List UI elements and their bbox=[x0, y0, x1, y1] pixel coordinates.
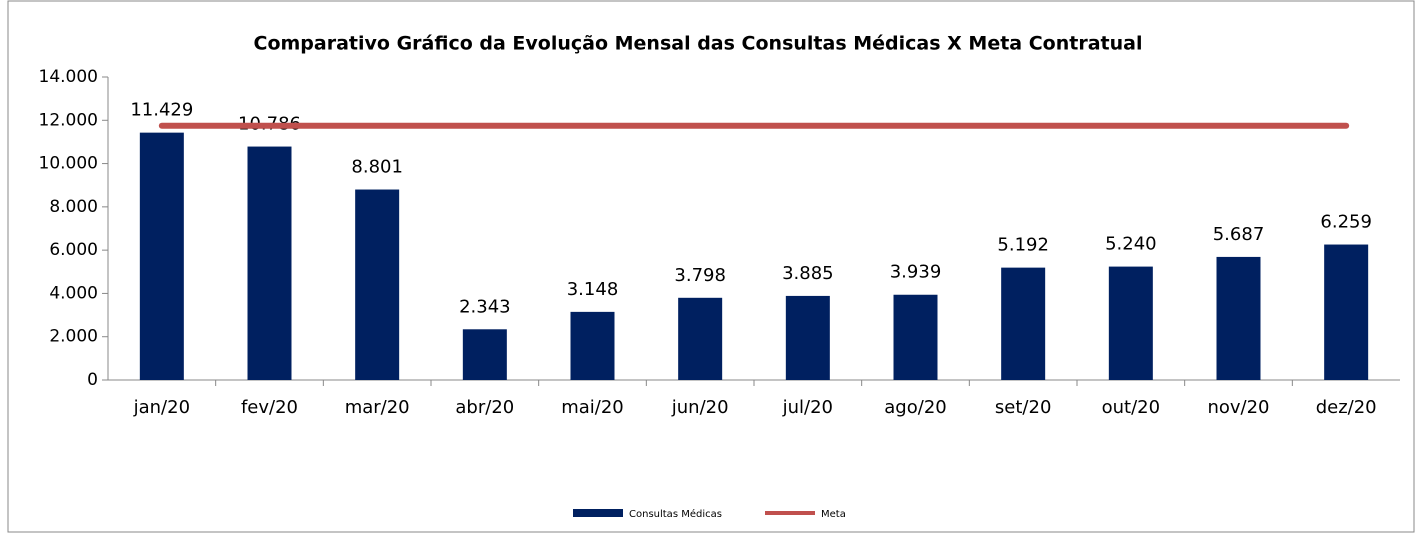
data-label: 3.885 bbox=[782, 263, 834, 284]
y-tick-label: 4.000 bbox=[49, 283, 98, 303]
data-label: 3.148 bbox=[567, 279, 619, 300]
data-label: 5.687 bbox=[1213, 224, 1265, 245]
bar bbox=[1001, 267, 1046, 380]
x-tick-label: ago/20 bbox=[884, 397, 946, 418]
x-tick-label: mai/20 bbox=[561, 397, 624, 418]
bar bbox=[893, 294, 938, 380]
bar bbox=[139, 132, 184, 380]
bar bbox=[1216, 256, 1261, 380]
x-tick-label: jun/20 bbox=[671, 397, 729, 418]
bar bbox=[1324, 244, 1369, 380]
x-tick-label: mar/20 bbox=[345, 397, 410, 418]
x-tick-label: nov/20 bbox=[1207, 397, 1269, 418]
x-tick-label: out/20 bbox=[1102, 397, 1160, 418]
data-label: 6.259 bbox=[1320, 212, 1372, 233]
bar bbox=[462, 329, 507, 380]
y-tick-label: 6.000 bbox=[49, 240, 98, 260]
data-label: 5.192 bbox=[997, 235, 1049, 256]
x-tick-label: set/20 bbox=[995, 397, 1051, 418]
legend-label: Meta bbox=[821, 509, 846, 520]
bar bbox=[785, 295, 830, 380]
bar bbox=[1108, 266, 1153, 380]
x-tick-label: fev/20 bbox=[241, 397, 298, 418]
data-label: 3.939 bbox=[890, 262, 942, 283]
data-label: 3.798 bbox=[674, 265, 726, 286]
bar bbox=[355, 189, 400, 380]
y-tick-label: 2.000 bbox=[49, 327, 98, 347]
y-tick-label: 14.000 bbox=[39, 67, 98, 87]
x-tick-label: jan/20 bbox=[133, 397, 190, 418]
chart-title: Comparativo Gráfico da Evolução Mensal d… bbox=[254, 33, 1143, 55]
chart-border bbox=[7, 0, 1415, 533]
bar bbox=[247, 146, 292, 380]
x-tick-label: jul/20 bbox=[782, 397, 833, 418]
legend-swatch bbox=[573, 509, 623, 517]
bar bbox=[570, 311, 615, 380]
data-label: 5.240 bbox=[1105, 234, 1157, 255]
x-tick-label: dez/20 bbox=[1316, 397, 1377, 418]
y-tick-label: 8.000 bbox=[49, 197, 98, 217]
y-tick-label: 0 bbox=[87, 370, 98, 390]
data-label: 11.429 bbox=[130, 100, 193, 121]
y-tick-label: 10.000 bbox=[39, 154, 98, 174]
legend-label: Consultas Médicas bbox=[629, 508, 722, 520]
data-label: 2.343 bbox=[459, 296, 511, 317]
x-tick-label: abr/20 bbox=[455, 397, 514, 418]
data-label: 8.801 bbox=[351, 157, 403, 178]
y-tick-label: 12.000 bbox=[39, 110, 98, 130]
bar bbox=[678, 297, 723, 380]
